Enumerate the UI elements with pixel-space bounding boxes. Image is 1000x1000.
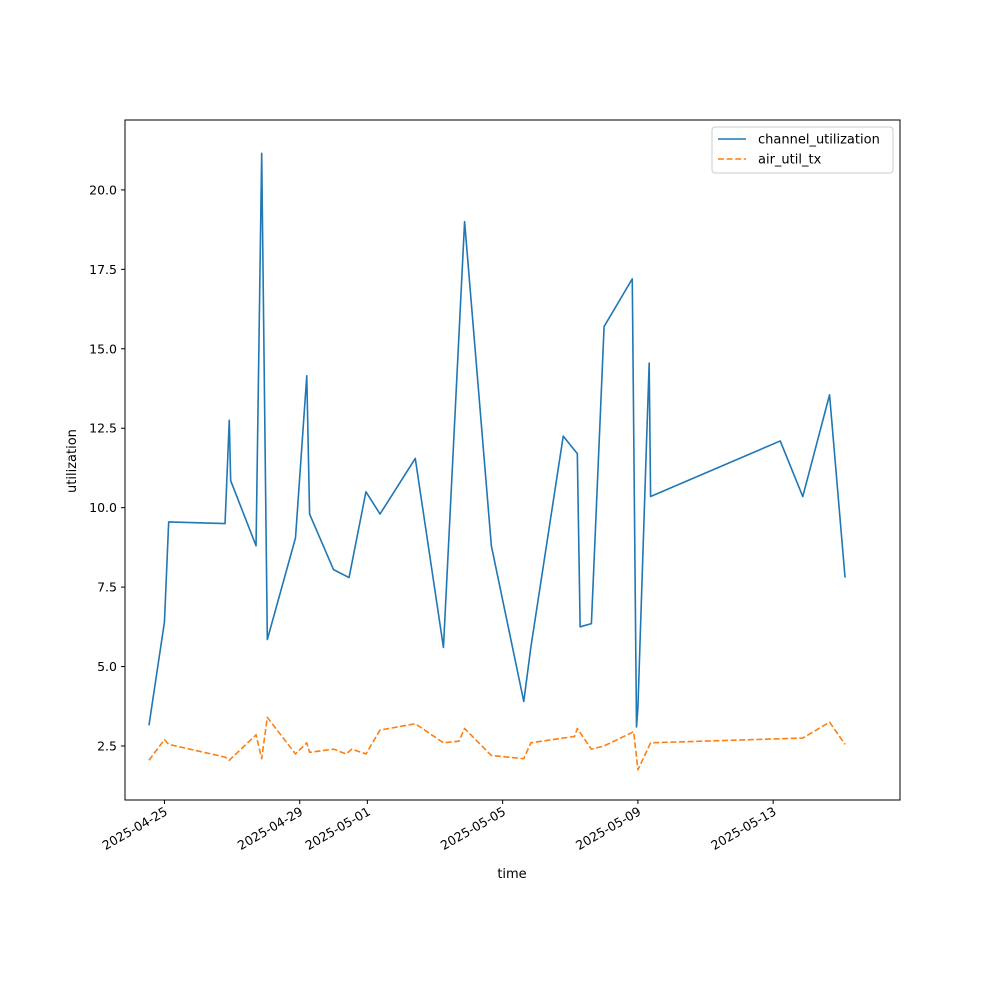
legend-label: channel_utilization <box>758 133 880 148</box>
y-tick-label: 10.0 <box>89 500 117 515</box>
y-tick-label: 7.5 <box>97 580 117 595</box>
legend-box <box>711 126 894 174</box>
y-tick-label: 12.5 <box>89 421 117 436</box>
series-line-channel-utilization <box>148 152 846 728</box>
plot-frame <box>124 119 901 801</box>
y-axis: 2.5 5.0 7.5 10.0 12.5 15.0 17.5 20.0 <box>89 182 125 753</box>
y-tick-label: 17.5 <box>89 262 117 277</box>
y-tick-label: 2.5 <box>97 738 117 753</box>
y-tick-label: 15.0 <box>89 341 117 356</box>
x-axis-label: time <box>497 867 526 882</box>
series-layer <box>148 152 846 771</box>
series-line-air-util-tx <box>148 716 846 771</box>
y-tick-label: 5.0 <box>97 659 117 674</box>
legend: channel_utilization air_util_tx <box>711 126 894 174</box>
y-axis-label: utilization <box>65 429 80 493</box>
legend-label: air_util_tx <box>758 153 822 168</box>
y-tick-label: 20.0 <box>89 182 117 197</box>
